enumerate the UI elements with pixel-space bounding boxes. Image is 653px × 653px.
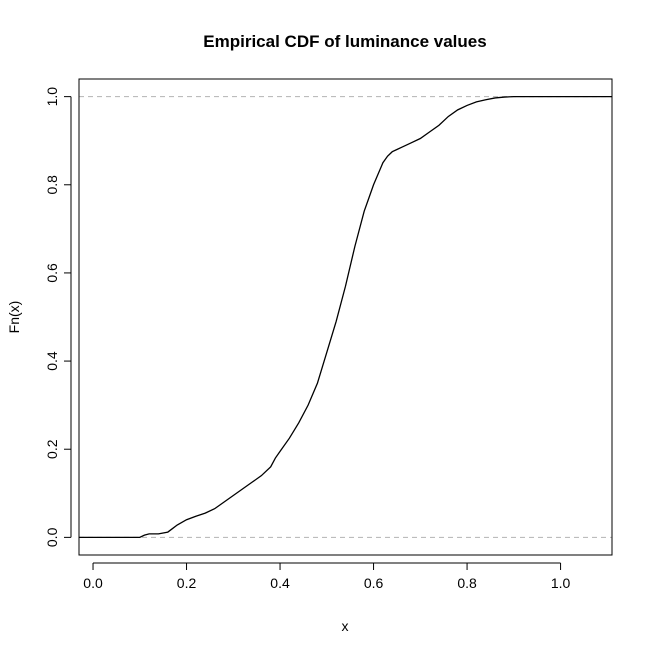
x-tick-label: 0.8	[457, 575, 477, 591]
y-tick-label: 0.4	[44, 351, 60, 371]
x-tick-label: 1.0	[551, 575, 571, 591]
chart-title: Empirical CDF of luminance values	[203, 32, 486, 51]
plot-frame	[78, 78, 613, 556]
x-tick-label: 0.4	[270, 575, 290, 591]
y-axis-label: Fn(x)	[6, 301, 22, 334]
plot-area	[79, 95, 612, 539]
ecdf-series-line	[79, 95, 612, 539]
y-tick-label: 0.0	[44, 527, 60, 547]
y-tick-label: 0.6	[44, 263, 60, 283]
x-axis: 0.0 0.2 0.4 0.6 0.8 1.0	[83, 562, 571, 591]
y-axis: 0.0 0.2 0.4 0.6 0.8 1.0	[44, 87, 72, 547]
y-tick-label: 1.0	[44, 87, 60, 107]
x-axis-label: x	[342, 618, 349, 634]
x-tick-label: 0.2	[177, 575, 197, 591]
x-tick-label: 0.6	[364, 575, 384, 591]
y-tick-label: 0.2	[44, 439, 60, 459]
x-tick-label: 0.0	[83, 575, 103, 591]
y-tick-label: 0.8	[44, 175, 60, 195]
